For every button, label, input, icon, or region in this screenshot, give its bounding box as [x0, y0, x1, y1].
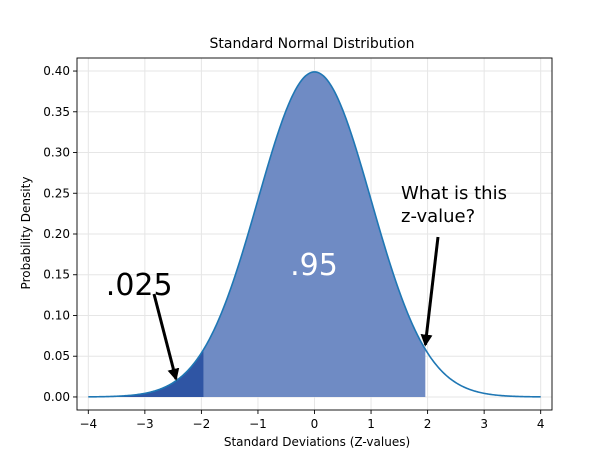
annotation-arrow-0 [152, 293, 180, 381]
annotation-text-1-line-1: z-value? [401, 206, 475, 227]
annotation-arrow-1 [420, 236, 440, 347]
y-tick-label-8: 0.40 [43, 64, 70, 78]
x-tick-label-3: −1 [249, 417, 267, 431]
annotations: .025 What is this z-value? [106, 183, 507, 381]
y-tick-label-4: 0.20 [43, 227, 70, 241]
shaded-region-1 [88, 349, 204, 397]
y-axis-ticks: 0.00 0.05 0.10 0.15 0.20 0.25 0.30 0.35 0.40 [43, 64, 77, 404]
x-tick-label-7: 3 [480, 417, 488, 431]
y-tick-label-7: 0.35 [43, 105, 70, 119]
x-tick-label-6: 2 [424, 417, 432, 431]
y-tick-label-1: 0.05 [43, 349, 70, 363]
shaded-areas [88, 71, 426, 397]
x-tick-label-5: 1 [367, 417, 375, 431]
x-axis-label: Standard Deviations (Z-values) [224, 435, 410, 449]
y-tick-label-2: 0.10 [43, 308, 70, 322]
x-tick-label-0: −4 [79, 417, 97, 431]
x-axis-ticks: −4 −3 −2 −1 0 1 2 3 4 [79, 410, 545, 431]
annotation-text-1: What is this z-value? [401, 183, 507, 227]
chart-title: Standard Normal Distribution [210, 36, 415, 52]
x-tick-label-4: 0 [311, 417, 319, 431]
annotation-text-1-line-0: What is this [401, 183, 507, 204]
x-tick-label-2: −2 [193, 417, 211, 431]
y-tick-label-6: 0.30 [43, 146, 70, 160]
x-tick-label-8: 4 [537, 417, 545, 431]
annotation-text-0: .025 [106, 268, 173, 303]
pdf-curve [88, 71, 541, 398]
shaded-region-0 [203, 71, 426, 397]
y-tick-label-5: 0.25 [43, 186, 70, 200]
y-tick-label-0: 0.00 [43, 390, 70, 404]
x-tick-label-1: −3 [136, 417, 154, 431]
y-axis-label: Probability Density [19, 177, 33, 290]
center-area-label: .95 [290, 248, 338, 283]
y-tick-label-3: 0.15 [43, 268, 70, 282]
